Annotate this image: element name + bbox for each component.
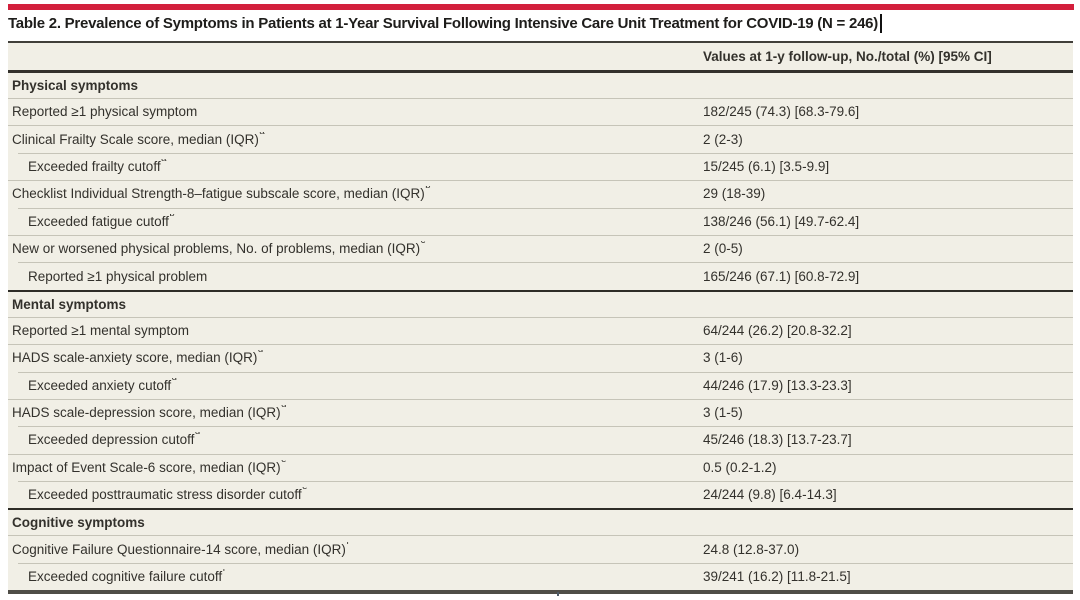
footnote-superscript: b xyxy=(169,214,174,219)
row-value: 45/246 (18.3) [13.7-23.7] xyxy=(703,432,852,448)
row-value: 44/246 (17.9) [13.3-23.3] xyxy=(703,377,852,393)
row-label: Exceeded posttraumatic stress disorder c… xyxy=(28,487,302,503)
row-value: 24.8 (12.8-37.0) xyxy=(703,541,800,557)
section-header-row: Mental symptoms xyxy=(8,289,1073,317)
row-value: 39/241 (16.2) [11.8-21.5] xyxy=(703,569,851,585)
row-value: 29 (18-39) xyxy=(703,186,766,202)
table-row: Impact of Event Scale-6 score, median (I… xyxy=(8,453,1073,482)
row-label: Reported ≥1 mental symptom xyxy=(12,322,189,338)
row-label-cell: Physical symptoms xyxy=(8,78,703,93)
text-cursor xyxy=(880,13,882,33)
table-row: Reported ≥1 physical symptom 182/245 (74… xyxy=(8,98,1073,126)
row-label-cell: Exceeded fatigue cutoffb xyxy=(8,214,703,229)
row-label-cell: Clinical Frailty Scale score, median (IQ… xyxy=(8,132,703,147)
table-row: Exceeded fatigue cutoffb 138/246 (56.1) … xyxy=(8,207,1073,235)
cutoff-text-artifact xyxy=(557,592,559,596)
row-label-cell: Exceeded depression cutoffd xyxy=(8,432,703,447)
row-label: Exceeded cognitive failure cutoff xyxy=(28,569,223,585)
footnote-superscript: d xyxy=(258,350,263,355)
row-label: Exceeded anxiety cutoff xyxy=(28,377,172,393)
row-value: 2 (2-3) xyxy=(703,131,743,147)
row-label: Clinical Frailty Scale score, median (IQ… xyxy=(12,131,259,147)
row-label-cell: Mental symptoms xyxy=(8,297,703,312)
table-title-row[interactable]: Table 2. Prevalence of Symptoms in Patie… xyxy=(8,12,882,34)
row-label-cell: HADS scale-anxiety score, median (IQR)d xyxy=(8,350,703,365)
row-value: 0.5 (0.2-1.2) xyxy=(703,459,777,475)
footnote-superscript: e xyxy=(302,487,307,492)
row-label-cell: HADS scale-depression score, median (IQR… xyxy=(8,405,703,420)
row-label: HADS scale-anxiety score, median (IQR) xyxy=(12,350,258,366)
footnote-superscript: d xyxy=(281,405,286,410)
row-label-cell: Exceeded frailty cutoffa xyxy=(8,159,703,174)
row-value: 182/245 (74.3) [68.3-79.6] xyxy=(703,104,860,120)
table-title: Table 2. Prevalence of Symptoms in Patie… xyxy=(8,14,878,32)
table-row: Cognitive Failure Questionnaire-14 score… xyxy=(8,535,1073,563)
row-label-cell: Reported ≥1 physical problem xyxy=(8,269,703,284)
table-row: Exceeded cognitive failure cutofff 39/24… xyxy=(8,562,1073,591)
row-label: Physical symptoms xyxy=(12,78,139,93)
row-value: 138/246 (56.1) [49.7-62.4] xyxy=(703,213,860,229)
table-row: Checklist Individual Strength-8–fatigue … xyxy=(8,180,1073,208)
row-label: Exceeded depression cutoff xyxy=(28,432,195,448)
table-row: HADS scale-anxiety score, median (IQR)d … xyxy=(8,344,1073,372)
row-value: 15/245 (6.1) [3.5-9.9] xyxy=(703,158,830,174)
row-label-cell: Impact of Event Scale-6 score, median (I… xyxy=(8,460,703,475)
footnote-superscript: c xyxy=(421,241,426,246)
table-row: New or worsened physical problems, No. o… xyxy=(8,234,1073,263)
footnote-superscript: f xyxy=(223,569,226,574)
table-row: Reported ≥1 mental symptom 64/244 (26.2)… xyxy=(8,316,1073,345)
footnote-superscript: b xyxy=(425,186,430,191)
row-label-cell: Cognitive Failure Questionnaire-14 score… xyxy=(8,542,703,557)
footnote-superscript: a xyxy=(259,132,264,137)
row-value: 3 (1-5) xyxy=(703,405,743,421)
row-value: 2 (0-5) xyxy=(703,241,743,257)
row-label-cell: Reported ≥1 mental symptom xyxy=(8,323,703,338)
table-header-row: Values at 1-y follow-up, No./total (%) [… xyxy=(8,41,1073,73)
row-label-cell: Exceeded cognitive failure cutofff xyxy=(8,569,703,584)
row-label-cell: New or worsened physical problems, No. o… xyxy=(8,241,703,256)
footnote-superscript: a xyxy=(161,159,166,164)
row-label-cell: Checklist Individual Strength-8–fatigue … xyxy=(8,186,703,201)
row-label: Reported ≥1 physical problem xyxy=(28,268,208,284)
table-row: Reported ≥1 physical problem 165/246 (67… xyxy=(8,262,1073,290)
row-label: Reported ≥1 physical symptom xyxy=(12,104,198,120)
row-label: New or worsened physical problems, No. o… xyxy=(12,241,421,257)
table-row: Exceeded anxiety cutoffd 44/246 (17.9) [… xyxy=(8,371,1073,399)
row-label-cell: Reported ≥1 physical symptom xyxy=(8,104,703,119)
row-label: Exceeded fatigue cutoff xyxy=(28,213,169,229)
row-value: 165/246 (67.1) [60.8-72.9] xyxy=(703,268,860,284)
symptoms-table: Values at 1-y follow-up, No./total (%) [… xyxy=(8,41,1073,595)
row-value: 24/244 (9.8) [6.4-14.3] xyxy=(703,487,837,503)
table-row: Exceeded depression cutoffd 45/246 (18.3… xyxy=(8,426,1073,454)
row-label-cell: Exceeded posttraumatic stress disorder c… xyxy=(8,487,703,502)
table-body: Physical symptoms Reported ≥1 physical s… xyxy=(8,73,1073,591)
brand-red-bar xyxy=(8,4,1074,10)
row-label-cell: Cognitive symptoms xyxy=(8,515,703,530)
row-label: Checklist Individual Strength-8–fatigue … xyxy=(12,186,425,202)
table-row: Clinical Frailty Scale score, median (IQ… xyxy=(8,125,1073,153)
table-row: HADS scale-depression score, median (IQR… xyxy=(8,398,1073,427)
row-label: HADS scale-depression score, median (IQR… xyxy=(12,405,281,421)
table-bottom-border xyxy=(8,590,1073,595)
row-value: 3 (1-6) xyxy=(703,350,743,366)
footnote-superscript: e xyxy=(281,460,286,465)
row-label: Impact of Event Scale-6 score, median (I… xyxy=(12,459,281,475)
row-label: Cognitive symptoms xyxy=(12,515,145,531)
row-label-cell: Exceeded anxiety cutoffd xyxy=(8,378,703,393)
section-header-row: Cognitive symptoms xyxy=(8,508,1073,536)
table-row: Exceeded frailty cutoffa 15/245 (6.1) [3… xyxy=(8,152,1073,181)
section-header-row: Physical symptoms xyxy=(8,73,1073,98)
row-label: Mental symptoms xyxy=(12,296,127,312)
values-column-header: Values at 1-y follow-up, No./total (%) [… xyxy=(703,49,992,64)
row-label: Cognitive Failure Questionnaire-14 score… xyxy=(12,541,346,557)
table-row: Exceeded posttraumatic stress disorder c… xyxy=(8,481,1073,509)
row-label: Exceeded frailty cutoff xyxy=(28,158,161,174)
footnote-superscript: d xyxy=(172,378,177,383)
footnote-superscript: f xyxy=(346,542,349,547)
row-value: 64/244 (26.2) [20.8-32.2] xyxy=(703,322,852,338)
footnote-superscript: d xyxy=(195,432,200,437)
